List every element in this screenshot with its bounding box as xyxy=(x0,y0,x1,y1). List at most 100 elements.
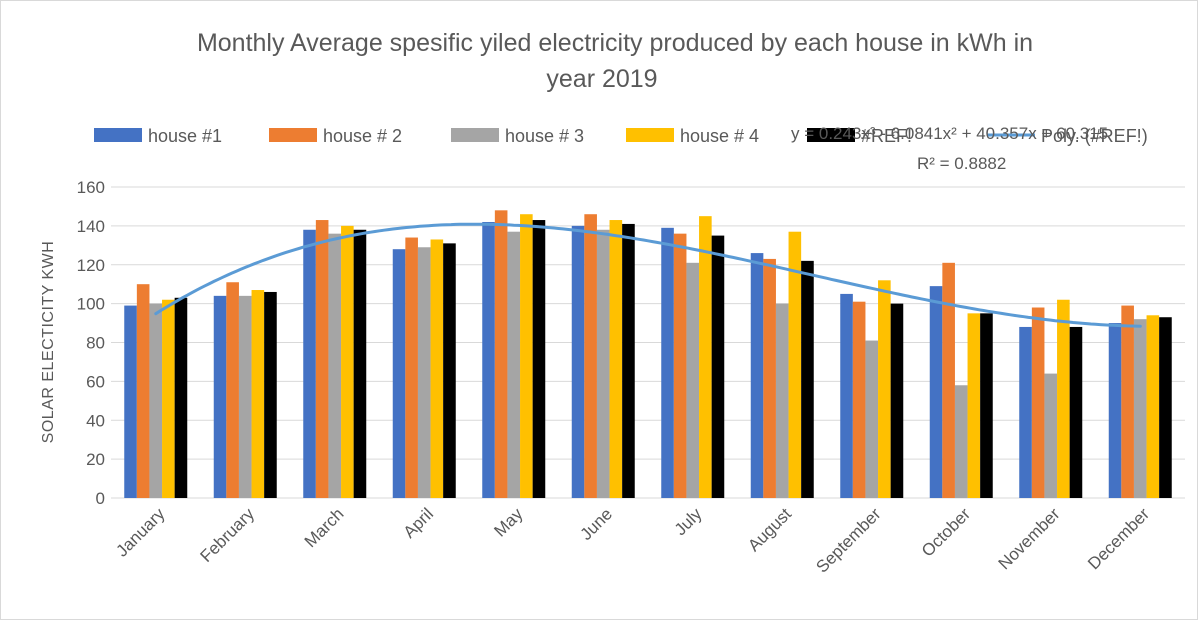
y-tick-label: 120 xyxy=(77,256,105,275)
bar-june-series-4 xyxy=(609,220,623,498)
bar-february-series-1 xyxy=(213,295,227,498)
bar-september-series-1 xyxy=(840,293,853,498)
bar-march-series-2 xyxy=(315,220,329,498)
x-tick-label: January xyxy=(112,504,169,561)
chart-title-line-1: Monthly Average spesific yiled electrici… xyxy=(197,29,1033,57)
x-tick-label: April xyxy=(400,504,437,541)
y-tick-label: 140 xyxy=(77,217,105,236)
bar-january-series-2 xyxy=(136,284,150,498)
bar-december-series-1 xyxy=(1108,323,1122,498)
gridlines xyxy=(111,186,1185,499)
bar-december-series-5 xyxy=(1159,317,1172,498)
y-tick-label: 100 xyxy=(77,295,105,314)
legend-label-series-5: #REF! xyxy=(861,126,912,146)
bar-april-series-4 xyxy=(430,239,444,498)
bar-november-series-4 xyxy=(1057,299,1070,498)
x-tick-label: October xyxy=(918,504,974,560)
bar-may-series-3 xyxy=(507,231,521,499)
y-tick-label: 160 xyxy=(77,178,105,197)
trendline-r-squared: R² = 0.8882 xyxy=(917,154,1006,173)
bar-august-series-4 xyxy=(788,231,802,499)
bar-june-series-3 xyxy=(596,229,610,498)
legend: house #1 house # 2 house # 3 house # 4 #REF!… xyxy=(94,126,1148,146)
bar-december-series-3 xyxy=(1133,319,1147,498)
bar-february-series-3 xyxy=(238,295,252,498)
bar-january-series-3 xyxy=(149,303,163,498)
bar-october-series-3 xyxy=(954,385,968,498)
bar-february-series-2 xyxy=(226,282,239,498)
x-tick-label: December xyxy=(1084,504,1153,573)
bar-september-series-3 xyxy=(865,340,879,498)
bar-september-series-2 xyxy=(852,301,866,498)
bar-november-series-1 xyxy=(1019,326,1032,498)
bar-july-series-3 xyxy=(686,262,700,498)
bar-june-series-1 xyxy=(571,225,585,498)
legend-label-series-3: house # 3 xyxy=(505,126,584,146)
bar-october-series-1 xyxy=(929,286,943,498)
bar-october-series-2 xyxy=(942,262,955,498)
chart-title-line-2: year 2019 xyxy=(546,65,657,93)
x-tick-label: June xyxy=(577,504,617,544)
bar-october-series-5 xyxy=(980,313,993,498)
legend-swatch-series-5 xyxy=(807,128,855,142)
bar-september-series-5 xyxy=(890,303,904,498)
bar-april-series-2 xyxy=(405,237,418,498)
x-tick-label: May xyxy=(490,504,526,540)
x-tick-label: November xyxy=(995,504,1064,573)
legend-label-series-1: house #1 xyxy=(148,126,222,146)
y-tick-label: 60 xyxy=(86,372,105,391)
bar-august-series-2 xyxy=(763,258,776,498)
legend-label-series-4: house # 4 xyxy=(680,126,759,146)
legend-swatch-series-3 xyxy=(451,128,499,142)
bar-october-series-4 xyxy=(967,313,981,498)
bar-april-series-3 xyxy=(417,247,431,498)
legend-swatch-series-1 xyxy=(94,128,142,142)
bar-april-series-5 xyxy=(443,243,456,498)
x-tick-label: August xyxy=(744,504,795,555)
bar-may-series-1 xyxy=(482,221,495,499)
bar-november-series-2 xyxy=(1031,307,1045,498)
bar-july-series-5 xyxy=(711,235,725,498)
bar-july-series-4 xyxy=(699,216,712,498)
bar-january-series-4 xyxy=(162,299,175,498)
x-tick-label: September xyxy=(812,504,884,576)
bar-february-series-5 xyxy=(264,291,277,498)
bar-may-series-5 xyxy=(532,220,546,498)
y-tick-label: 20 xyxy=(86,450,105,469)
bar-march-series-3 xyxy=(328,233,342,498)
bar-december-series-2 xyxy=(1121,305,1134,498)
legend-label-trendline: Poly. (#REF!) xyxy=(1041,126,1148,146)
trendline-group xyxy=(154,222,1142,328)
trendline xyxy=(154,222,1142,328)
trendline-equation: y = 0.243x³ - 6.0841x² + 40.357x + 60.31… xyxy=(791,124,1108,143)
legend-label-series-2: house # 2 xyxy=(323,126,402,146)
bar-may-series-4 xyxy=(520,214,533,498)
bar-july-series-1 xyxy=(661,227,674,498)
bar-april-series-1 xyxy=(392,249,406,498)
bar-may-series-2 xyxy=(494,210,508,498)
bar-august-series-1 xyxy=(750,253,764,498)
y-tick-label: 80 xyxy=(86,334,105,353)
y-tick-label: 40 xyxy=(86,411,105,430)
y-tick-label: 0 xyxy=(96,489,105,508)
bar-september-series-4 xyxy=(878,280,891,498)
bar-march-series-4 xyxy=(341,225,354,498)
x-tick-label: July xyxy=(671,504,706,539)
y-axis-title: SOLAR ELECTICITY KWH xyxy=(40,241,57,444)
y-axis-ticks: 0 20 40 60 80 100 120 140 160 xyxy=(77,178,105,508)
x-tick-label: March xyxy=(301,504,348,551)
bar-july-series-2 xyxy=(673,233,687,498)
bar-march-series-5 xyxy=(353,229,367,498)
bar-june-series-2 xyxy=(584,214,597,498)
bar-february-series-4 xyxy=(251,290,265,498)
bar-june-series-5 xyxy=(622,223,635,498)
bar-august-series-5 xyxy=(801,260,814,498)
legend-swatch-series-4 xyxy=(626,128,674,142)
x-tick-label: February xyxy=(197,504,259,566)
legend-swatch-series-2 xyxy=(269,128,317,142)
bar-december-series-4 xyxy=(1146,315,1160,498)
bar-august-series-3 xyxy=(775,303,789,498)
bar-november-series-5 xyxy=(1069,326,1083,498)
